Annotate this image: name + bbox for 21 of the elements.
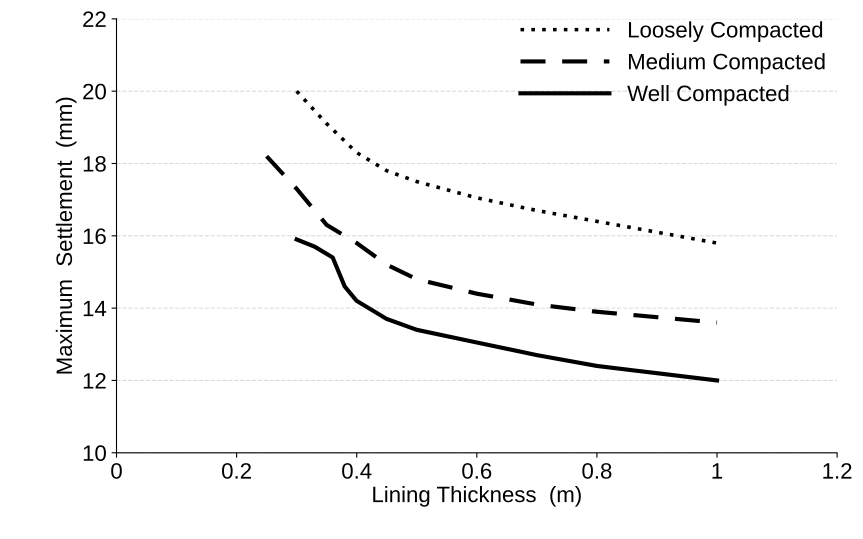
x-tick-label: 1.2: [823, 463, 852, 479]
x-axis-title: Lining Thickness (m): [373, 486, 581, 507]
x-tick-label: 0.6: [462, 463, 492, 479]
y-tick-label: 14: [84, 300, 106, 316]
legend-label: Loosely Compacted: [628, 21, 822, 42]
y-tick-label: 20: [83, 84, 106, 100]
x-tick-label: 0.8: [582, 463, 612, 479]
y-tick-label: 18: [84, 156, 106, 172]
y-tick-label: 16: [84, 228, 106, 244]
y-tick-label: 22: [83, 11, 106, 27]
x-tick-label: 0.2: [222, 463, 251, 479]
x-tick-label: 0.4: [342, 463, 372, 479]
y-axis-title: Maximum Settlement (mm): [56, 98, 76, 374]
y-tick-label: 10: [84, 445, 106, 462]
x-tick-label: 0: [111, 463, 122, 479]
y-tick-label: 12: [84, 372, 106, 388]
legend-label: Medium Compacted: [628, 53, 825, 74]
line-series: [294, 237, 720, 383]
line-series: [264, 154, 720, 325]
x-tick-label: 1: [712, 463, 722, 479]
legend-label: Well Compacted: [627, 84, 788, 106]
